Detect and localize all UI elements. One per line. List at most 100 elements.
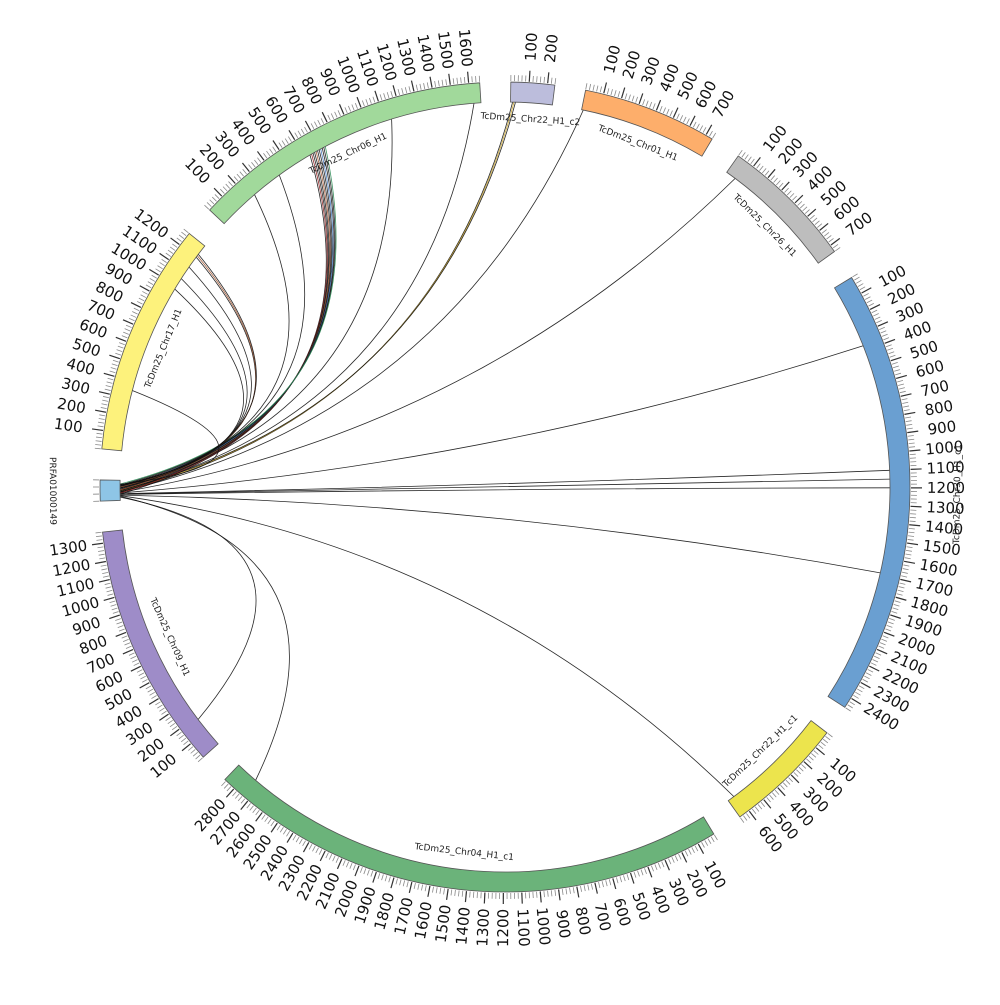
minor-tick (243, 169, 247, 174)
minor-tick (122, 636, 128, 638)
minor-tick (593, 85, 594, 91)
minor-tick (326, 853, 329, 858)
minor-tick (886, 345, 892, 347)
ideogram-tcdm25-chr22-h1-c2 (511, 82, 555, 105)
minor-tick (888, 622, 894, 624)
minor-tick (193, 752, 198, 756)
minor-tick (873, 314, 878, 317)
major-tick (92, 429, 103, 431)
minor-tick (387, 92, 389, 98)
minor-tick (588, 884, 589, 890)
minor-tick (107, 590, 113, 592)
major-tick (540, 891, 541, 902)
minor-tick (355, 103, 357, 109)
minor-tick (271, 821, 274, 826)
minor-tick (103, 396, 109, 397)
major-tick (337, 859, 341, 869)
minor-tick (402, 88, 404, 94)
link-path (120, 496, 734, 797)
minor-tick (254, 160, 258, 165)
chrom-label-prfa01000149: PRFA01000149 (47, 457, 58, 525)
minor-tick (695, 846, 698, 851)
minor-tick (872, 310, 877, 313)
major-tick (303, 842, 308, 852)
minor-tick (457, 78, 458, 84)
minor-tick (131, 656, 136, 659)
minor-tick (137, 301, 142, 304)
minor-tick (435, 81, 436, 87)
minor-tick (823, 739, 828, 743)
minor-tick (670, 111, 672, 116)
minor-tick (677, 114, 680, 119)
major-tick (577, 887, 579, 898)
minor-tick (803, 207, 807, 211)
minor-tick (663, 108, 665, 114)
minor-tick (385, 875, 387, 881)
minor-tick (776, 181, 780, 185)
minor-tick (854, 277, 859, 280)
minor-tick (714, 835, 717, 840)
minor-tick (299, 839, 302, 844)
minor-tick (829, 238, 834, 242)
minor-tick (296, 837, 299, 842)
minor-tick (369, 98, 371, 104)
minor-tick (139, 298, 144, 301)
minor-tick (879, 646, 885, 648)
minor-tick (889, 618, 895, 620)
minor-tick (787, 191, 791, 195)
chrom-tcdm25-chr17-h1: 100200300400500600700800900100011001200T… (53, 205, 205, 451)
tick-label: 1400 (452, 906, 474, 946)
major-tick (95, 410, 106, 412)
minor-tick (903, 569, 909, 570)
minor-tick (227, 787, 231, 791)
minor-tick (247, 803, 251, 808)
minor-tick (905, 558, 911, 559)
minor-tick (119, 343, 125, 345)
minor-tick (444, 888, 445, 894)
major-tick (595, 883, 597, 894)
minor-tick (331, 113, 334, 118)
minor-tick (172, 726, 177, 730)
minor-tick (653, 103, 655, 109)
minor-tick (98, 426, 104, 427)
minor-tick (895, 373, 901, 375)
minor-tick (345, 107, 347, 113)
minor-tick (751, 159, 755, 164)
minor-tick (703, 127, 706, 132)
minor-tick (634, 872, 636, 878)
major-tick (409, 882, 412, 893)
link-path (120, 346, 863, 493)
major-tick (391, 878, 394, 889)
minor-tick (103, 576, 109, 577)
minor-tick (875, 317, 880, 319)
minor-tick (142, 679, 147, 682)
minor-tick (897, 380, 903, 382)
minor-tick (436, 887, 437, 893)
minor-tick (321, 118, 324, 123)
minor-tick (400, 879, 402, 885)
link-path (120, 497, 256, 719)
minor-tick (96, 536, 102, 537)
minor-tick (589, 84, 590, 90)
minor-tick (629, 95, 631, 101)
minor-tick (99, 415, 105, 416)
minor-tick (859, 686, 864, 689)
major-tick (548, 72, 549, 83)
minor-tick (672, 857, 674, 862)
minor-tick (632, 96, 634, 102)
minor-tick (846, 708, 851, 711)
minor-tick (906, 550, 912, 551)
major-tick (885, 339, 895, 343)
minor-tick (405, 87, 406, 93)
minor-tick (263, 153, 267, 158)
major-tick (411, 81, 413, 92)
minor-tick (739, 150, 742, 155)
minor-tick (312, 846, 315, 851)
minor-tick (772, 793, 776, 798)
minor-tick (809, 756, 813, 760)
major-tick (861, 683, 871, 688)
minor-tick (683, 117, 686, 122)
minor-tick (107, 382, 113, 384)
minor-tick (111, 605, 117, 607)
major-tick (622, 88, 625, 99)
